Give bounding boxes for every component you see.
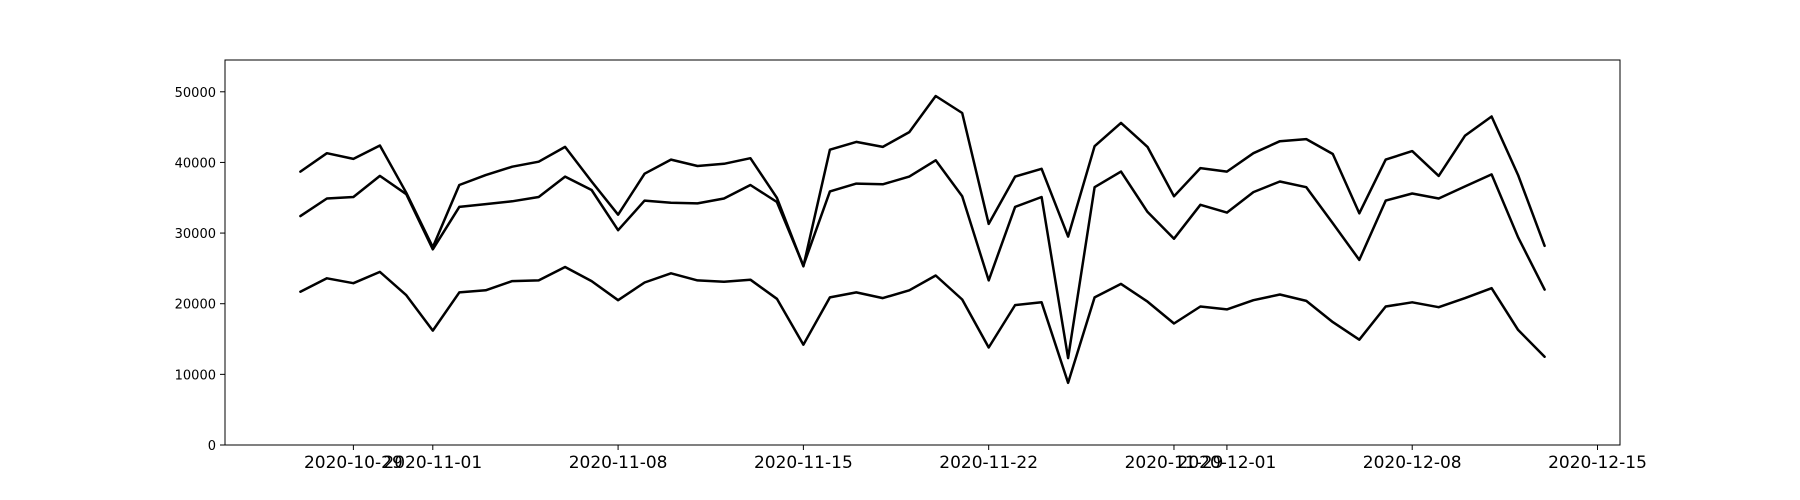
- x-tick-label: 2020-11-01: [383, 453, 482, 473]
- y-tick-label: 50000: [175, 86, 216, 101]
- x-tick-label: 2020-11-08: [569, 453, 668, 473]
- y-tick-label: 40000: [175, 156, 216, 171]
- y-tick-label: 0: [208, 439, 216, 454]
- x-tick-label: 2020-10-29: [304, 453, 403, 473]
- series-line-2: [299, 159, 1546, 360]
- y-tick-label: 10000: [175, 368, 216, 383]
- y-tick-label: 30000: [175, 227, 216, 242]
- x-tick-label: 2020-12-08: [1363, 453, 1462, 473]
- x-tick-label: 2020-11-29: [1125, 453, 1224, 473]
- series-lines: [299, 94, 1546, 385]
- x-tick-label: 2020-12-01: [1178, 453, 1277, 473]
- y-axis: 0 10000 20000 30000 40000 50000: [175, 86, 225, 454]
- x-tick-label: 2020-11-22: [939, 453, 1038, 473]
- series-line-3: [299, 265, 1546, 385]
- x-tick-label: 2020-12-15: [1548, 453, 1647, 473]
- y-tick-label: 20000: [175, 298, 216, 313]
- series-line-1: [299, 94, 1546, 268]
- plot-frame: [224, 59, 1621, 446]
- x-tick-label: 2020-11-15: [754, 453, 853, 473]
